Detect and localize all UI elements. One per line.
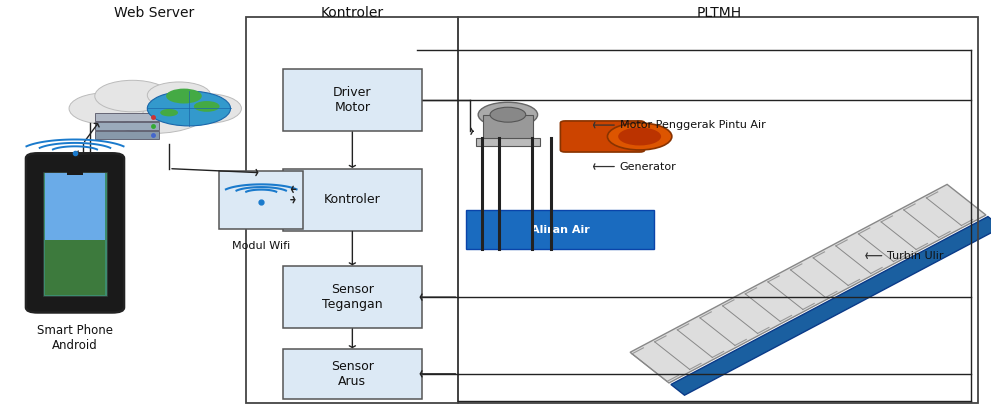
Text: Motor Penggerak Pintu Air: Motor Penggerak Pintu Air [593, 120, 766, 130]
Circle shape [193, 101, 219, 112]
FancyBboxPatch shape [560, 121, 645, 152]
Text: Web Server: Web Server [114, 6, 194, 20]
FancyBboxPatch shape [283, 349, 422, 399]
Circle shape [147, 82, 210, 109]
FancyBboxPatch shape [283, 69, 422, 131]
Text: Sensor
Tegangan: Sensor Tegangan [322, 283, 383, 311]
Text: Kontroler: Kontroler [324, 193, 381, 206]
Polygon shape [630, 184, 986, 383]
Bar [458, 17, 978, 403]
Text: Turbin Ulir: Turbin Ulir [866, 251, 943, 261]
FancyBboxPatch shape [283, 168, 422, 231]
Bar [476, 138, 540, 146]
FancyBboxPatch shape [219, 171, 304, 229]
Bar [67, 167, 83, 175]
Text: PLTMH: PLTMH [696, 6, 741, 20]
Circle shape [147, 91, 230, 126]
Polygon shape [671, 217, 992, 395]
Text: Aliran Air: Aliran Air [531, 225, 590, 235]
Circle shape [490, 107, 526, 122]
Circle shape [69, 93, 144, 124]
Bar [246, 17, 458, 403]
Text: Modul Wifi: Modul Wifi [232, 241, 291, 251]
Circle shape [618, 127, 661, 146]
Bar [466, 210, 655, 250]
FancyBboxPatch shape [26, 153, 124, 312]
FancyBboxPatch shape [283, 266, 422, 328]
Text: Generator: Generator [593, 161, 677, 171]
Circle shape [607, 123, 672, 150]
Circle shape [170, 94, 241, 124]
Text: Driver
Motor: Driver Motor [333, 86, 372, 114]
Bar [95, 113, 159, 121]
Circle shape [166, 89, 201, 104]
Bar [483, 115, 533, 140]
Bar [45, 173, 105, 240]
Circle shape [478, 102, 538, 127]
Circle shape [95, 80, 170, 112]
FancyBboxPatch shape [43, 172, 107, 296]
Bar [45, 240, 105, 295]
Text: Smart Phone
Android: Smart Phone Android [37, 324, 113, 352]
Text: Kontroler: Kontroler [320, 6, 384, 20]
Circle shape [100, 88, 208, 134]
Text: Sensor
Arus: Sensor Arus [331, 360, 374, 388]
Bar [95, 122, 159, 130]
Circle shape [160, 109, 178, 116]
Bar [95, 131, 159, 139]
